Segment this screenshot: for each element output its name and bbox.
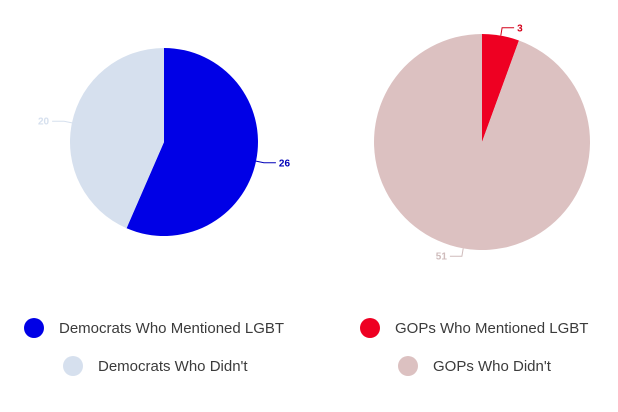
- pie-slice-democrats-mentioned: [126, 48, 258, 236]
- leader-line-gops-mentioned: [500, 27, 515, 36]
- democrats-pie: 26 20: [38, 48, 290, 236]
- pie-slice-gops-didnt: [374, 34, 591, 251]
- data-label-gops-mentioned: 3: [517, 23, 523, 34]
- data-label-democrats-mentioned: 26: [279, 158, 291, 169]
- data-label-democrats-didnt: 20: [38, 117, 50, 128]
- legend-item-gops-didnt: GOPs Who Didn't: [398, 356, 551, 376]
- pie-charts-canvas: 26 20 3 51: [38, 23, 591, 263]
- pie-slice-democrats-didnt: [69, 48, 164, 229]
- legend-swatch-gops-mentioned: [360, 318, 380, 338]
- legend-item-democrats-didnt: Democrats Who Didn't: [63, 356, 248, 376]
- data-label-gops-didnt: 51: [436, 252, 448, 263]
- leader-line-gops-didnt: [449, 248, 464, 257]
- legend-swatch-gops-didnt: [398, 356, 418, 376]
- legend-label-democrats-didnt: Democrats Who Didn't: [98, 357, 248, 375]
- legend-item-democrats-mentioned: Democrats Who Mentioned LGBT: [24, 318, 284, 338]
- legend-label-gops-mentioned: GOPs Who Mentioned LGBT: [395, 319, 589, 337]
- legend-label-democrats-mentioned: Democrats Who Mentioned LGBT: [59, 319, 285, 337]
- legend-swatch-democrats-didnt: [63, 356, 83, 376]
- legend-swatch-democrats-mentioned: [24, 318, 44, 338]
- legend-item-gops-mentioned: GOPs Who Mentioned LGBT: [360, 318, 588, 338]
- leader-line-democrats-mentioned: [255, 160, 276, 164]
- legend-label-gops-didnt: GOPs Who Didn't: [433, 357, 551, 375]
- pie-slice-gops-mentioned: [482, 33, 519, 142]
- leader-line-democrats-didnt: [52, 120, 73, 124]
- gops-pie: 3 51: [374, 23, 591, 263]
